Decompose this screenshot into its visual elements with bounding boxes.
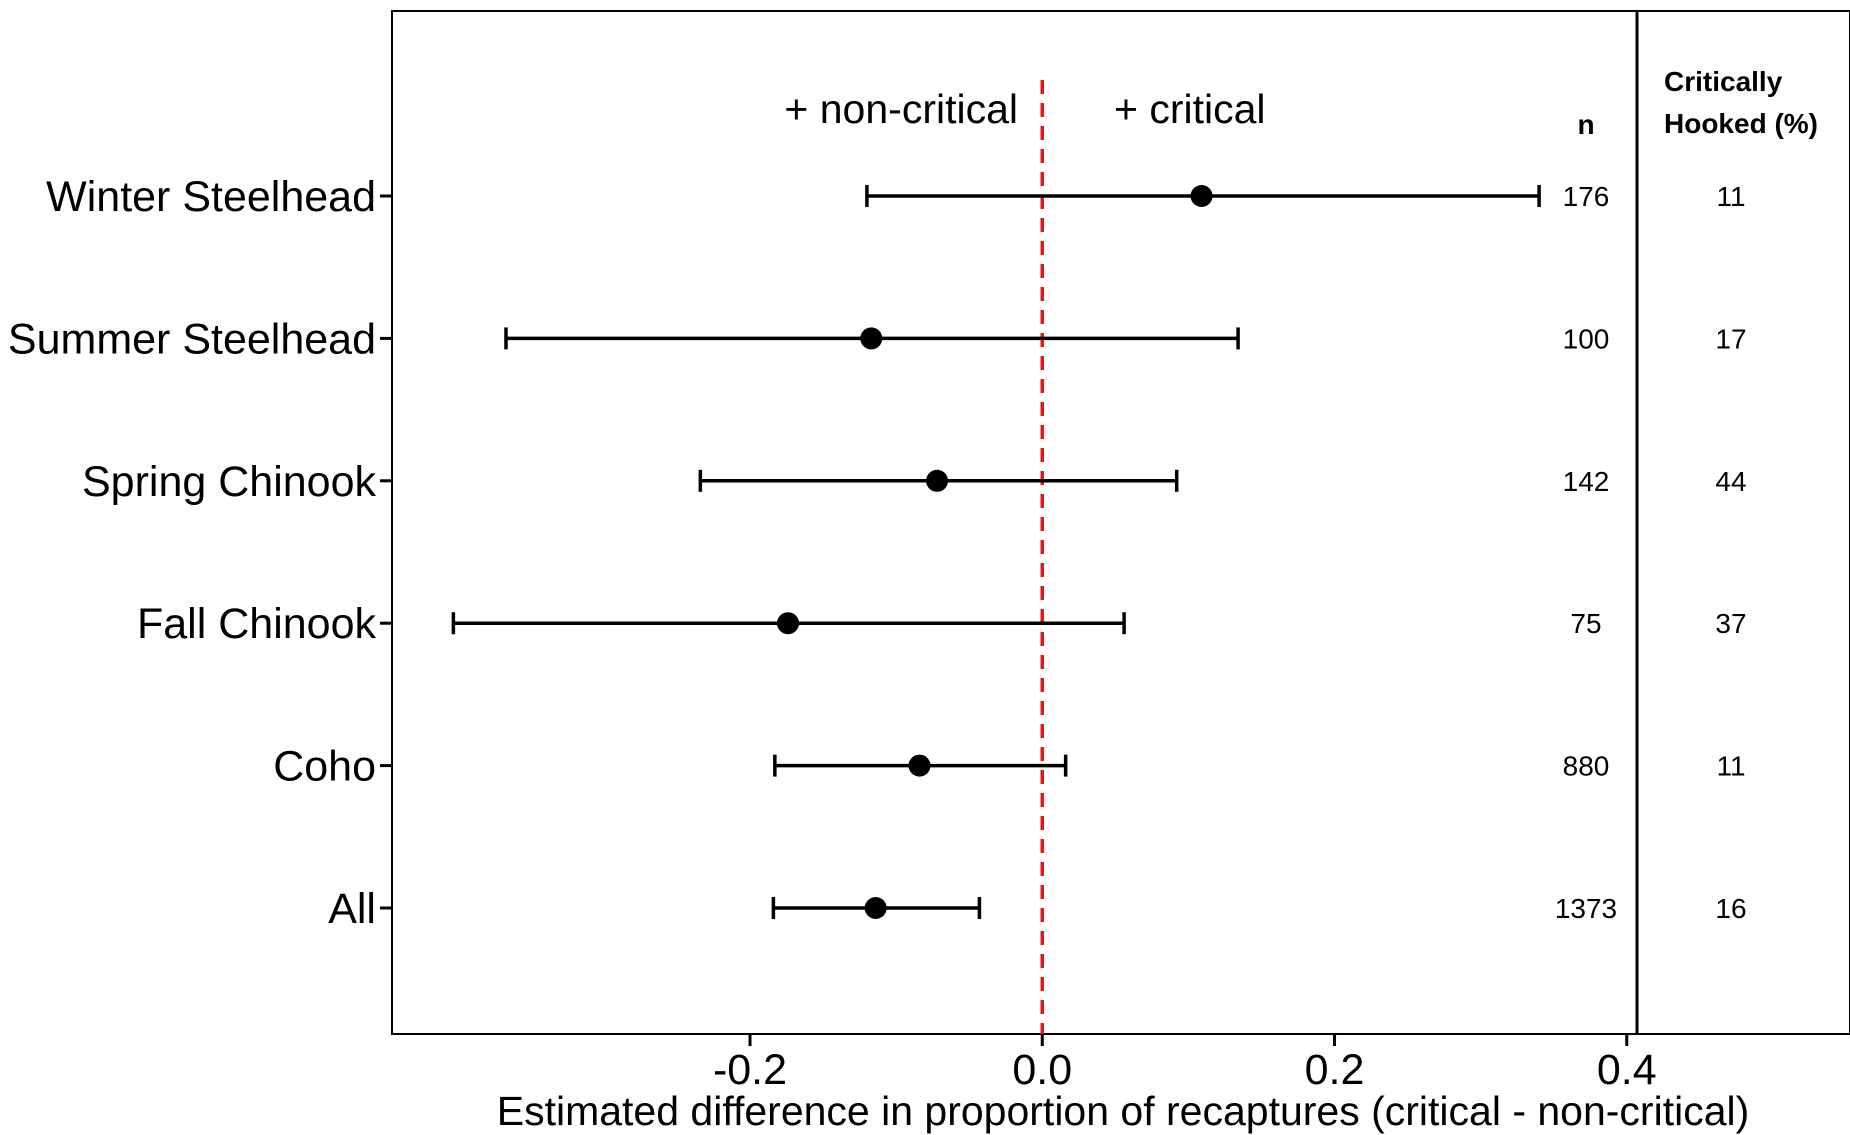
forest-row: Coho 880 11 [273,743,1745,791]
n-value: 880 [1563,751,1610,782]
x-tick-label: 0.2 [1305,1046,1365,1094]
annotation-critical: + critical [1114,86,1266,132]
point-estimate-marker [864,897,887,919]
forest-row: Fall Chinook 75 37 [137,600,1747,648]
n-value: 75 [1570,608,1601,639]
point-estimate-marker [908,754,931,777]
category-label: Fall Chinook [137,600,376,648]
x-tick-label: -0.2 [713,1046,787,1094]
x-tick-label: 0.4 [1597,1046,1657,1094]
point-estimate-marker [860,327,883,350]
critically-hooked-value: 37 [1715,608,1746,639]
critically-hooked-value: 17 [1715,323,1746,354]
category-label: Coho [273,743,376,791]
n-value: 100 [1563,323,1610,354]
x-tick-label: 0.0 [1012,1046,1072,1094]
forest-row: Spring Chinook 142 44 [82,458,1747,506]
point-estimate-marker [777,612,800,635]
point-estimate-marker [926,469,949,492]
critically-hooked-value: 44 [1715,466,1746,497]
n-value: 142 [1563,466,1610,497]
n-column-header: n [1577,109,1594,140]
n-value: 1373 [1555,893,1617,924]
critically-hooked-value: 11 [1716,751,1745,782]
critically-hooked-header-line2: Hooked (%) [1664,108,1818,139]
forest-row: Summer Steelhead 100 17 [8,315,1747,363]
critically-hooked-value: 16 [1715,893,1746,924]
forest-row: All 1373 16 [328,885,1746,933]
point-estimate-marker [1190,185,1213,207]
category-label: Winter Steelhead [46,173,376,221]
plot-panel [391,10,1850,1035]
critically-hooked-header-line1: Critically [1664,66,1783,97]
category-label: All [328,885,376,933]
forest-row: Winter Steelhead 176 11 [46,173,1745,221]
category-label: Spring Chinook [82,458,377,506]
annotation-non-critical: + non-critical [784,86,1018,132]
n-value: 176 [1563,181,1610,212]
category-label: Summer Steelhead [8,315,376,363]
x-axis-label: Estimated difference in proportion of re… [497,1088,1750,1134]
critically-hooked-value: 11 [1716,181,1745,212]
